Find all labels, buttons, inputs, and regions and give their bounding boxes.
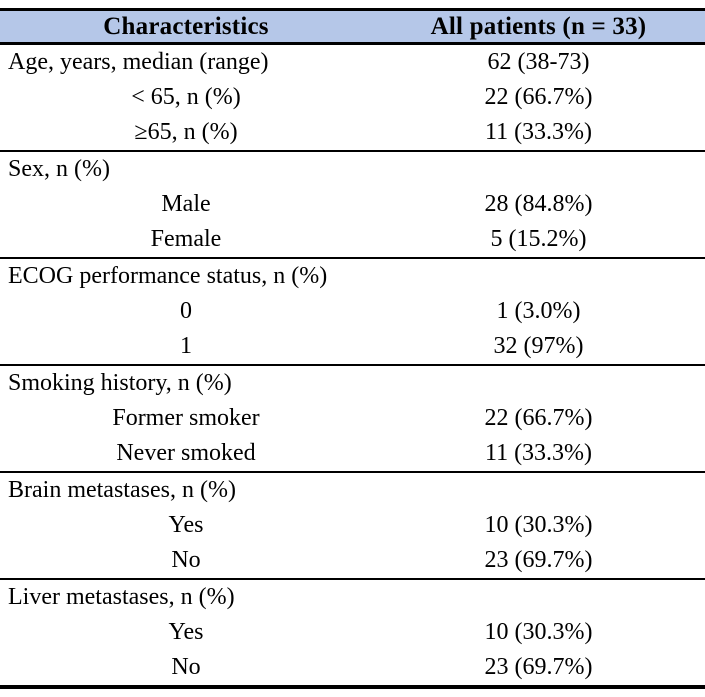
row-label-ecog-1: 1 [180, 333, 192, 359]
row-value-sex [372, 150, 705, 187]
table-row: Never smoked 11 (33.3%) [0, 436, 705, 472]
row-value-female: 5 (15.2%) [490, 226, 587, 252]
row-value-liver-yes: 10 (30.3%) [484, 619, 593, 645]
table-row: Age, years, median (range) 62 (38-73) [0, 44, 705, 81]
row-value-liver-mets [372, 578, 705, 615]
row-label-age-lt65: < 65, n (%) [131, 84, 241, 110]
row-value-age-lt65: 22 (66.7%) [484, 84, 593, 110]
table-row: < 65, n (%) 22 (66.7%) [0, 80, 705, 115]
table-row: Yes 10 (30.3%) [0, 508, 705, 543]
row-label-former-smoker: Former smoker [112, 405, 260, 431]
row-value-brain-mets [372, 471, 705, 508]
row-value-age: 62 (38-73) [487, 49, 590, 75]
row-label-female: Female [150, 226, 222, 252]
row-value-male: 28 (84.8%) [484, 191, 593, 217]
row-label-ecog: ECOG performance status, n (%) [0, 257, 372, 294]
row-value-ecog-1: 32 (97%) [493, 333, 584, 359]
row-label-age: Age, years, median (range) [8, 49, 269, 75]
row-value-age-ge65: 11 (33.3%) [484, 119, 593, 145]
table-row: ≥65, n (%) 11 (33.3%) [0, 115, 705, 151]
row-label-liver-yes: Yes [168, 619, 204, 645]
table-row: No 23 (69.7%) [0, 650, 705, 687]
row-label-brain-no: No [171, 547, 201, 573]
row-label-ecog-0: 0 [180, 298, 192, 324]
row-value-ecog-0: 1 (3.0%) [496, 298, 581, 324]
table-row: No 23 (69.7%) [0, 543, 705, 579]
row-label-liver-mets: Liver metastases, n (%) [0, 578, 372, 615]
table-row: 0 1 (3.0%) [0, 294, 705, 329]
row-value-smoking [372, 364, 705, 401]
table-header-row: Characteristics All patients (n = 33) [0, 8, 705, 45]
header-all-patients: All patients (n = 33) [372, 8, 705, 45]
table-row: Female 5 (15.2%) [0, 222, 705, 258]
row-label-never-smoked: Never smoked [116, 440, 256, 466]
table-row: Former smoker 22 (66.7%) [0, 401, 705, 436]
table-row: 1 32 (97%) [0, 329, 705, 365]
row-label-smoking: Smoking history, n (%) [0, 364, 372, 401]
row-value-brain-no: 23 (69.7%) [484, 547, 593, 573]
patient-characteristics-table: Characteristics All patients (n = 33) Ag… [0, 8, 705, 689]
row-value-brain-yes: 10 (30.3%) [484, 512, 593, 538]
header-characteristics: Characteristics [0, 8, 372, 45]
table-row: Male 28 (84.8%) [0, 187, 705, 222]
row-label-liver-no: No [171, 654, 201, 680]
table-row: Smoking history, n (%) [0, 364, 705, 401]
row-label-brain-mets: Brain metastases, n (%) [0, 471, 372, 508]
row-value-liver-no: 23 (69.7%) [484, 654, 593, 680]
row-label-sex: Sex, n (%) [0, 150, 372, 187]
table-row: Brain metastases, n (%) [0, 471, 705, 508]
row-value-never-smoked: 11 (33.3%) [484, 440, 593, 466]
table-row: Liver metastases, n (%) [0, 578, 705, 615]
table-row: Yes 10 (30.3%) [0, 615, 705, 650]
row-label-age-ge65: ≥65, n (%) [134, 119, 238, 145]
row-label-male: Male [161, 191, 211, 217]
row-label-brain-yes: Yes [168, 512, 204, 538]
table-row: ECOG performance status, n (%) [0, 257, 705, 294]
row-value-ecog [372, 257, 705, 294]
table-row: Sex, n (%) [0, 150, 705, 187]
row-value-former-smoker: 22 (66.7%) [484, 405, 593, 431]
